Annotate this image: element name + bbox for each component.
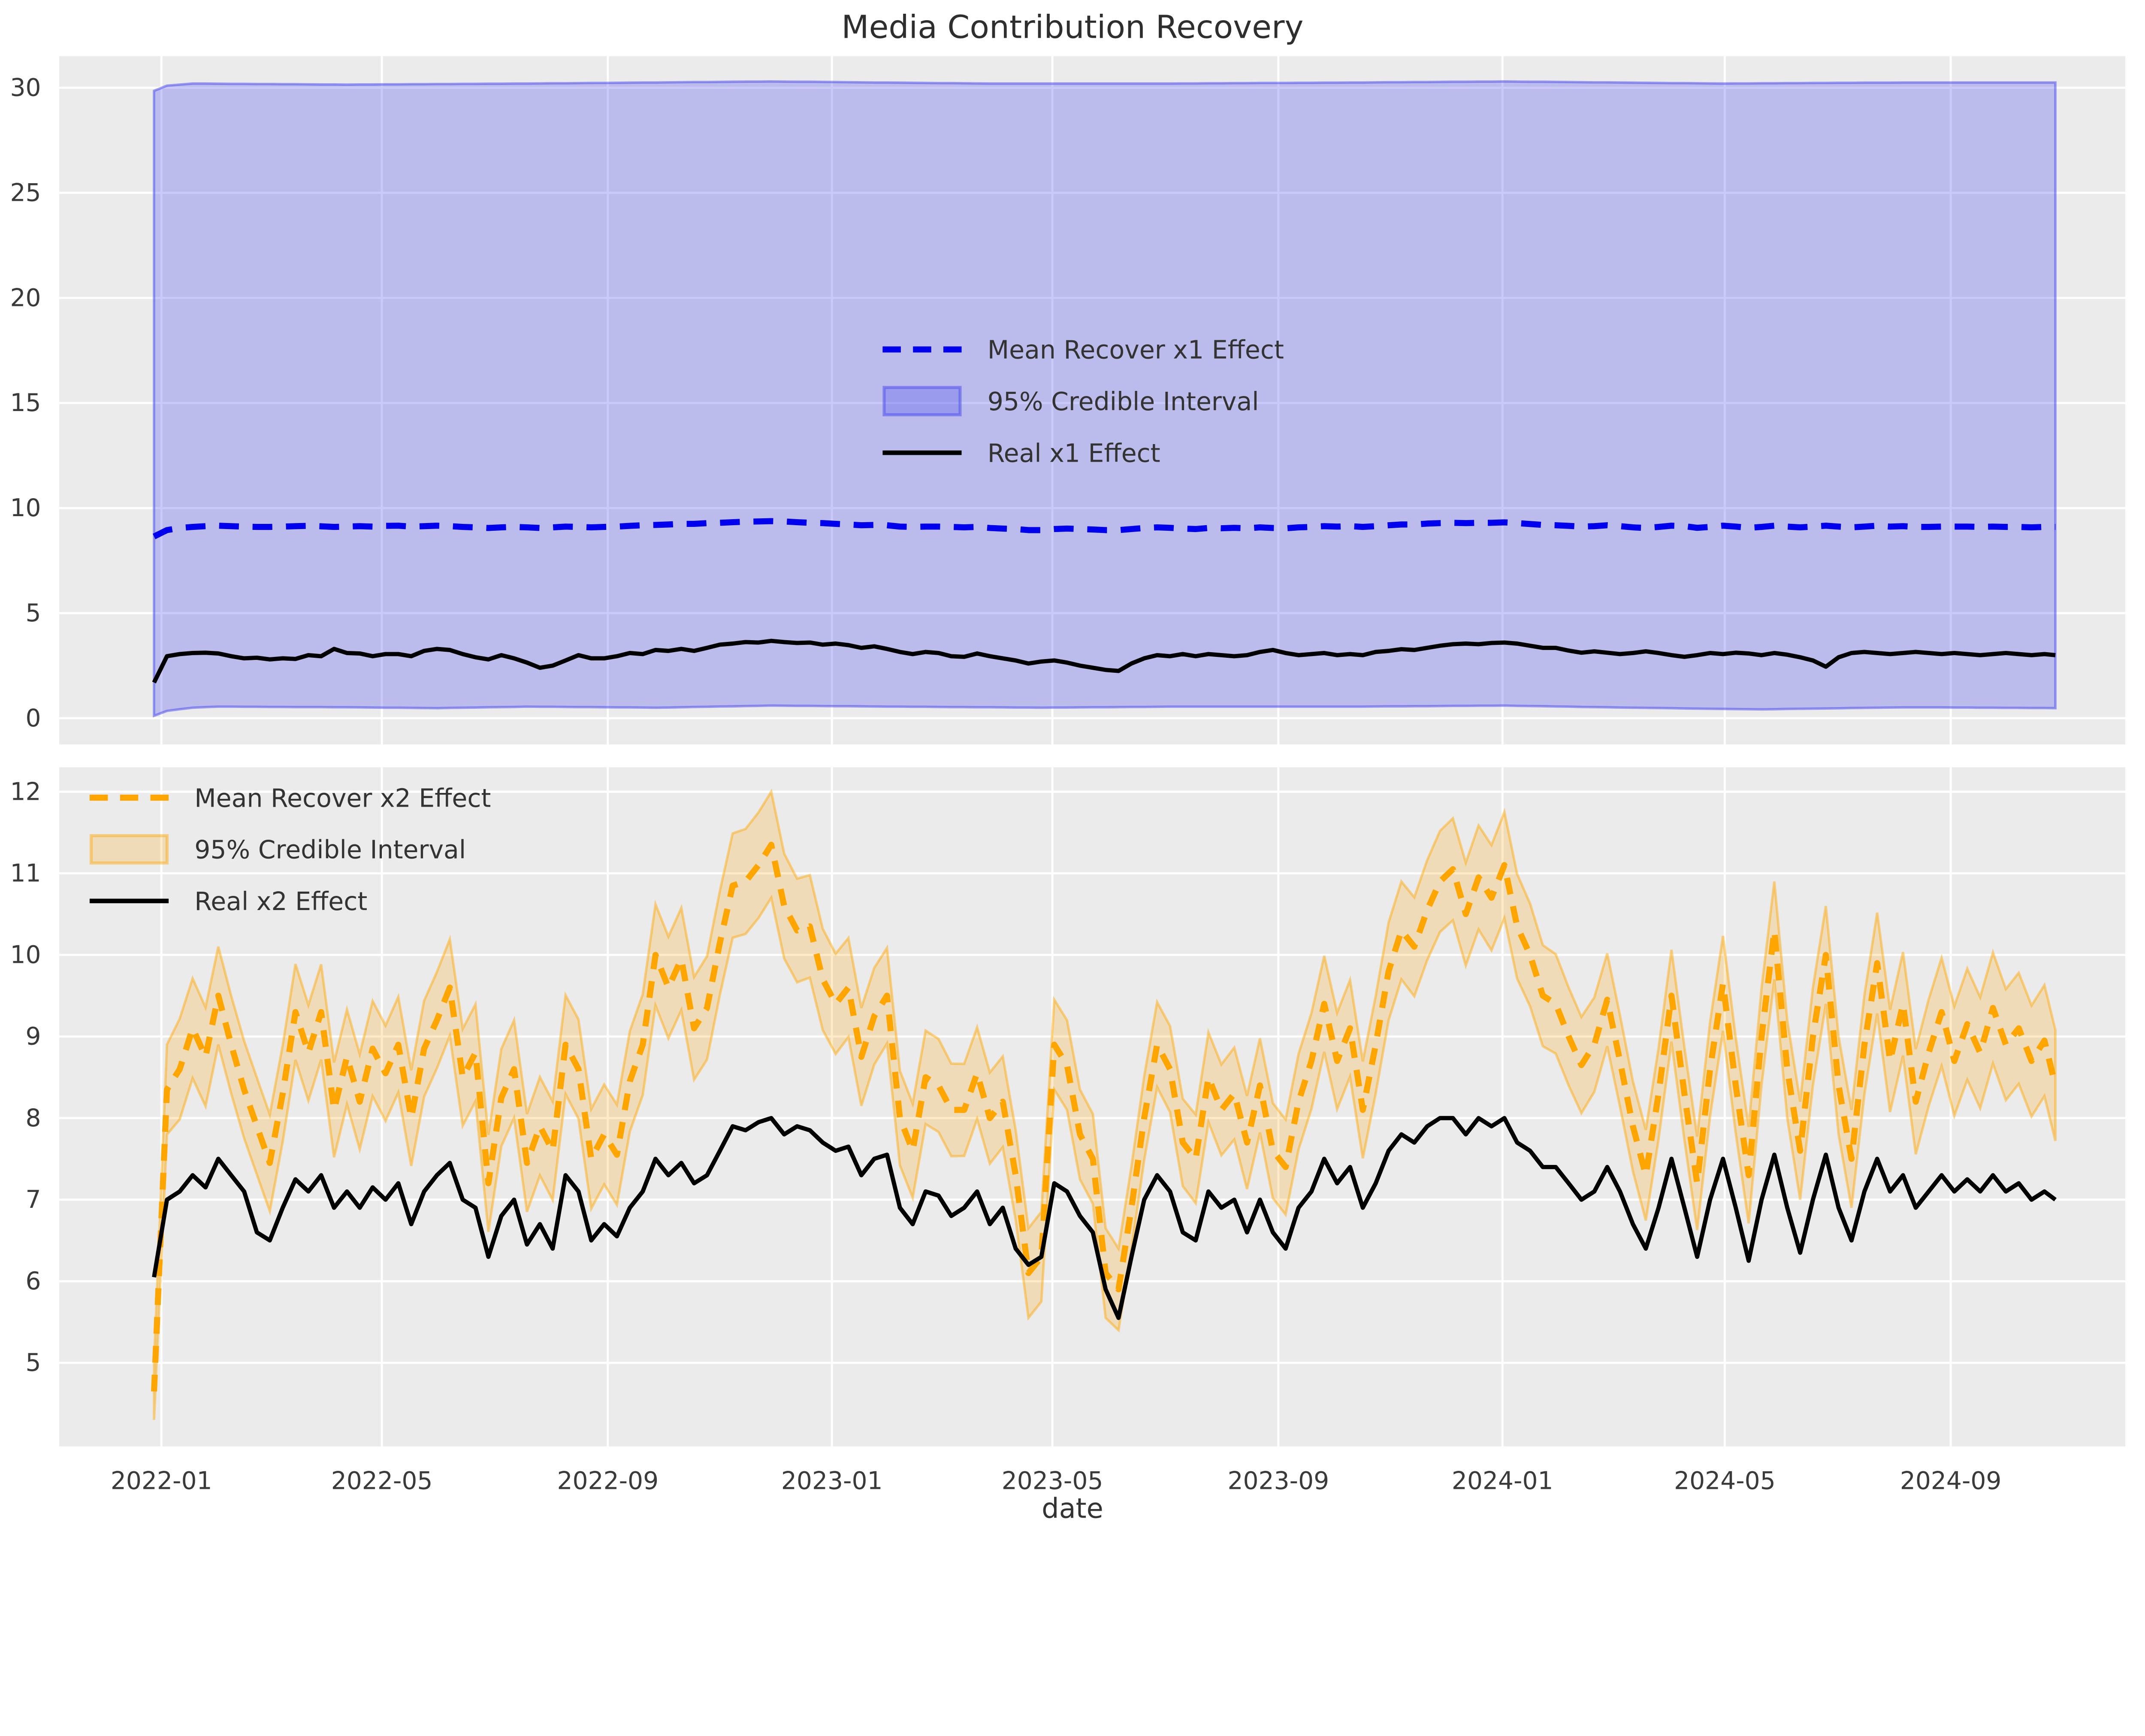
legend-label: Real x2 Effect bbox=[194, 886, 368, 916]
legend-item-credible-interval-x2: 95% Credible Interval bbox=[85, 823, 491, 875]
x-tick-label: 2023-09 bbox=[1227, 1467, 1329, 1495]
y-tick-label: 0 bbox=[26, 704, 41, 732]
x2-plot-area bbox=[59, 767, 2125, 1447]
legend-label: 95% Credible Interval bbox=[194, 835, 466, 864]
legend-label: Mean Recover x2 Effect bbox=[194, 783, 491, 812]
y-tick-label: 11 bbox=[10, 859, 41, 887]
y-tick-label: 8 bbox=[26, 1104, 41, 1132]
x-tick-label: 2023-05 bbox=[1002, 1467, 1103, 1495]
x-tick-label: 2024-01 bbox=[1452, 1467, 1553, 1495]
legend-x2: Mean Recover x2 Effect 95% Credible Inte… bbox=[85, 772, 491, 927]
y-tick-label: 5 bbox=[26, 599, 41, 627]
x-tick-label: 2024-05 bbox=[1674, 1467, 1776, 1495]
y-tick-label: 10 bbox=[10, 941, 41, 969]
y-tick-label: 10 bbox=[10, 494, 41, 522]
mean-recover-x2-effect-line bbox=[151, 841, 2058, 1392]
x-tick-label: 2022-09 bbox=[557, 1467, 659, 1495]
y-tick-label: 9 bbox=[26, 1022, 41, 1051]
x-tick-label: 2022-05 bbox=[331, 1467, 433, 1495]
real-x1-effect-line bbox=[152, 638, 2056, 684]
y-tick-label: 15 bbox=[10, 389, 41, 417]
x-tick-label: 2024-09 bbox=[1900, 1467, 2002, 1495]
legend-item-credible-interval-x1: 95% Credible Interval bbox=[878, 375, 1284, 427]
legend-item-mean-recover-x2: Mean Recover x2 Effect bbox=[85, 772, 491, 823]
x-axis-label: date bbox=[1042, 1493, 1103, 1526]
axes-x1: 0 5 10 15 20 25 30 bbox=[10, 56, 2125, 745]
solid-line-swatch-icon bbox=[89, 898, 169, 904]
chart-title: Media Contribution Recovery bbox=[841, 9, 1304, 46]
legend-label: Real x1 Effect bbox=[987, 438, 1160, 467]
mean-recover-x1-effect-line bbox=[152, 518, 2056, 539]
x-tick-label: 2023-01 bbox=[781, 1467, 883, 1495]
y-tick-label: 30 bbox=[10, 73, 41, 102]
legend-item-real-x2: Real x2 Effect bbox=[85, 875, 491, 927]
x1-credible-interval-band bbox=[153, 80, 2057, 718]
y-tick-label: 25 bbox=[10, 178, 41, 207]
x-tick-label: 2022-01 bbox=[111, 1467, 212, 1495]
legend-label: 95% Credible Interval bbox=[987, 387, 1259, 416]
figure: Media Contribution Recovery 0 5 10 15 20 25 30… bbox=[10, 9, 2125, 1526]
dashed-line-swatch-icon bbox=[882, 346, 962, 353]
y-tick-label: 12 bbox=[10, 777, 41, 806]
y-tick-label: 5 bbox=[26, 1349, 41, 1377]
band-swatch-icon bbox=[882, 386, 962, 417]
y-tick-label: 20 bbox=[10, 284, 41, 312]
y-tick-label: 6 bbox=[26, 1267, 41, 1295]
y-tick-label: 7 bbox=[26, 1186, 41, 1214]
legend-label: Mean Recover x1 Effect bbox=[987, 335, 1284, 364]
x2-credible-interval-band bbox=[153, 788, 2057, 1420]
band-swatch-icon bbox=[89, 834, 169, 865]
real-x2-effect-line bbox=[152, 1116, 2057, 1320]
solid-line-swatch-icon bbox=[882, 450, 962, 455]
legend-item-mean-recover-x1: Mean Recover x1 Effect bbox=[878, 324, 1284, 375]
x1-plot-area bbox=[59, 56, 2125, 745]
legend-item-real-x1: Real x1 Effect bbox=[878, 427, 1284, 478]
axes-x2: 5 6 7 8 9 10 11 12 2022-01 2022-05 2022-09 2023-01 2… bbox=[10, 767, 2125, 1495]
legend-x1: Mean Recover x1 Effect 95% Credible Inte… bbox=[878, 324, 1284, 478]
plots-canvas: 0 5 10 15 20 25 30 5 6 7 8 9 10 11 12 2022-01 2022-05 20… bbox=[10, 56, 2125, 1495]
dashed-line-swatch-icon bbox=[89, 794, 169, 801]
